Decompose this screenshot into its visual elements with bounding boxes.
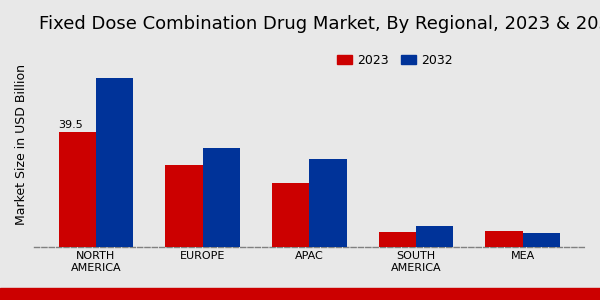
Text: Fixed Dose Combination Drug Market, By Regional, 2023 & 2032: Fixed Dose Combination Drug Market, By R… xyxy=(39,15,600,33)
Bar xyxy=(203,148,240,247)
Bar xyxy=(96,78,133,247)
Bar xyxy=(523,232,560,247)
Bar xyxy=(272,182,309,247)
Bar xyxy=(59,132,96,247)
Legend: 2023, 2032: 2023, 2032 xyxy=(332,49,457,72)
Text: 39.5: 39.5 xyxy=(58,120,83,130)
Y-axis label: Market Size in USD Billion: Market Size in USD Billion xyxy=(15,64,28,225)
Bar xyxy=(485,230,523,247)
Bar xyxy=(416,226,453,247)
Bar xyxy=(379,232,416,247)
Bar xyxy=(309,159,347,247)
Bar xyxy=(165,165,203,247)
